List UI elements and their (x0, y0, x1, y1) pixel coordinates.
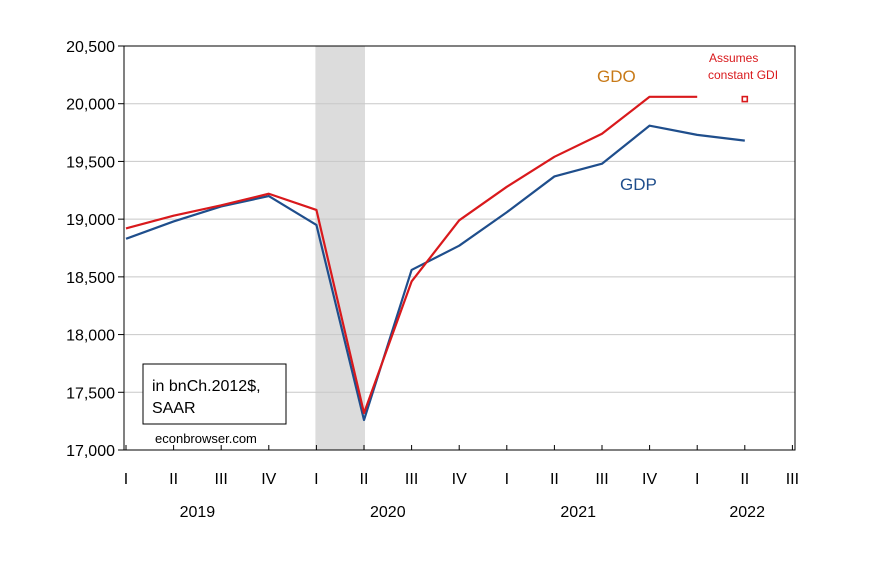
x-year-label: 2019 (180, 504, 216, 521)
x-quarter-label: I (124, 471, 128, 488)
series-line-gdp (125, 124, 745, 422)
units-line2: SAAR (152, 400, 196, 417)
x-quarter-label: II (360, 471, 369, 488)
series-lines (125, 95, 745, 422)
x-quarter-label: III (405, 471, 418, 488)
x-quarter-label: IV (452, 471, 467, 488)
units-line1: in bnCh.2012$, (152, 378, 261, 395)
x-quarter-label: I (505, 471, 509, 488)
y-tick-label: 18,000 (66, 328, 115, 345)
x-year-label: 2022 (729, 504, 765, 521)
gdo-series-label: GDO (597, 67, 636, 86)
y-axis: 17,000 17,500 18,000 18,500 19,000 19,500 20,0… (66, 39, 124, 460)
series-line-gdo (125, 95, 698, 415)
assumes-annotation-line2: constant GDI (708, 68, 778, 82)
x-quarter-label: II (169, 471, 178, 488)
constant-gdi-marker (741, 95, 749, 103)
x-quarter-label: III (215, 471, 228, 488)
gdp-series-label: GDP (620, 175, 657, 194)
x-quarter-label: III (786, 471, 799, 488)
y-tick-label: 20,000 (66, 97, 115, 114)
x-quarter-label: I (314, 471, 318, 488)
source-label: econbrowser.com (155, 431, 257, 446)
x-quarter-label: IV (642, 471, 657, 488)
x-quarter-label: IV (261, 471, 276, 488)
x-quarter-label: III (595, 471, 608, 488)
y-tick-label: 17,000 (66, 443, 115, 460)
y-tick-label: 19,500 (66, 154, 115, 171)
y-tick-label: 19,000 (66, 212, 115, 229)
units-legend-box (142, 363, 287, 425)
x-year-label: 2020 (370, 504, 406, 521)
y-tick-label: 20,500 (66, 39, 115, 56)
y-tick-label: 17,500 (66, 385, 115, 402)
x-quarter-label: II (550, 471, 559, 488)
y-tick-label: 18,500 (66, 270, 115, 287)
assumes-annotation-line1: Assumes (709, 51, 758, 65)
x-year-label: 2021 (560, 504, 596, 521)
x-quarter-label: I (695, 471, 699, 488)
x-quarter-label: II (740, 471, 749, 488)
